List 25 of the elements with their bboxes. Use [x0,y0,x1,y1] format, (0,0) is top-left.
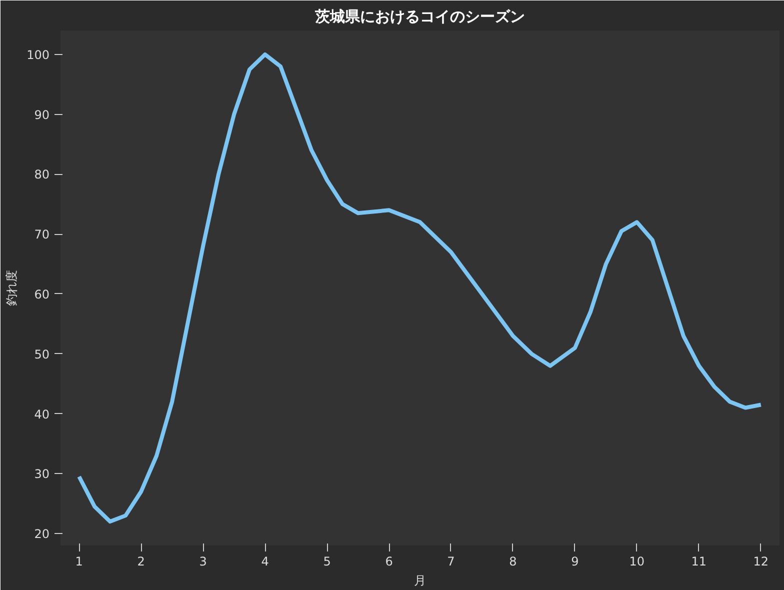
x-tick-label: 8 [509,554,517,568]
x-tick-label: 2 [137,554,145,568]
x-tick-label: 9 [571,554,579,568]
x-tick-label: 12 [753,554,769,568]
y-tick-label: 80 [34,168,50,182]
y-axis-title: 釣れ度 [4,270,19,306]
y-tick-label: 40 [34,407,50,422]
y-tick-label: 20 [34,527,50,542]
y-tick-label: 30 [34,467,50,482]
x-axis-title: 月 [414,574,426,588]
x-tick-label: 10 [629,554,645,568]
chart-title: 茨城県におけるコイのシーズン [314,8,525,26]
y-tick-label: 50 [34,347,50,362]
x-tick-label: 5 [323,554,331,568]
y-tick-label: 90 [34,108,50,122]
x-tick-label: 1 [75,554,83,568]
x-tick-label: 4 [261,554,269,568]
line-series [77,52,763,524]
y-tick-label: 60 [34,287,50,302]
x-tick-label: 6 [385,554,393,568]
x-tick-label: 3 [199,554,207,568]
x-tick-label: 11 [691,554,707,568]
y-tick-label: 70 [34,228,50,242]
y-tick-label: 100 [26,48,50,62]
x-tick-label: 7 [447,554,455,568]
